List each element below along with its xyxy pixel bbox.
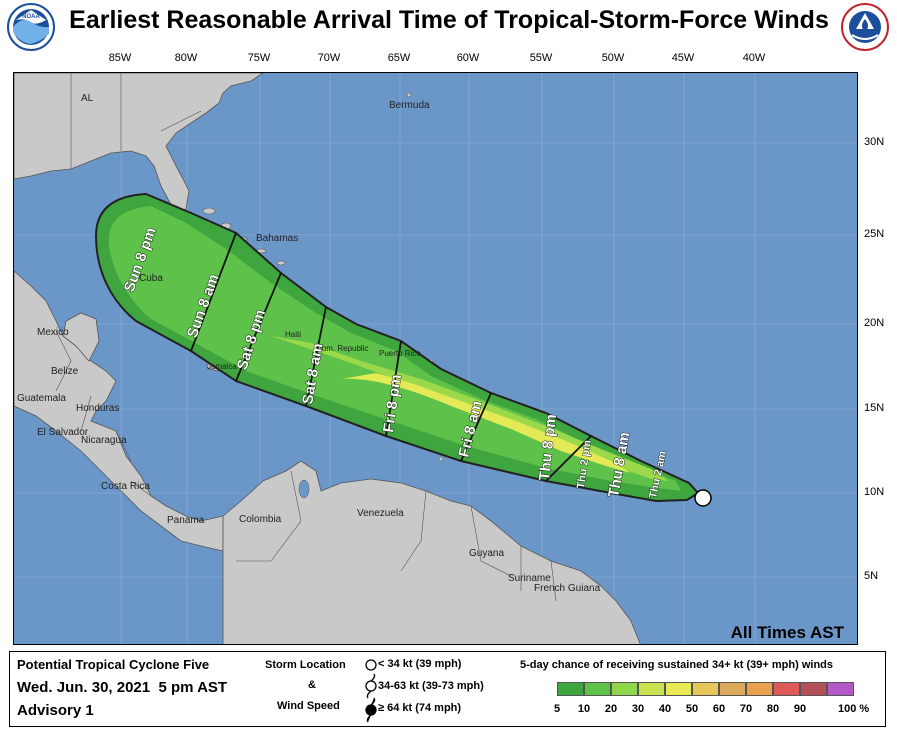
central-america-borders	[55, 330, 152, 497]
label-panama: Panama	[167, 515, 205, 526]
prob-tick-60: 60	[712, 703, 726, 715]
legend: Potential Tropical Cyclone Five Wed. Jun…	[9, 651, 886, 727]
lat-label-10n: 10N	[864, 486, 885, 498]
storm-location-marker	[694, 489, 712, 507]
prob-tick-100: 100 %	[838, 703, 870, 715]
prob-tick-30: 30	[631, 703, 645, 715]
label-bahamas: Bahamas	[256, 233, 298, 244]
lon-label-60w: 60W	[456, 52, 480, 64]
prob-tick-70: 70	[739, 703, 753, 715]
label-guatemala: Guatemala	[17, 393, 66, 404]
lon-label-55w: 55W	[529, 52, 553, 64]
label-el-salvador: El Salvador	[37, 427, 89, 438]
label-mexico: Mexico	[37, 327, 69, 338]
land-bermuda	[406, 92, 412, 98]
land-us-southeast	[14, 73, 264, 214]
lat-label-5n: 5N	[864, 570, 879, 582]
prob-tick-50: 50	[685, 703, 699, 715]
advisory-number: Advisory 1	[17, 702, 94, 719]
prob-tick-5: 5	[553, 703, 561, 715]
lat-label-25n: 25N	[864, 228, 885, 240]
noaa-logo: NOAA	[7, 3, 55, 51]
label-nicaragua: Nicaragua	[81, 435, 127, 446]
lon-label-50w: 50W	[601, 52, 625, 64]
prob-tick-40: 40	[658, 703, 672, 715]
issued-time: Wed. Jun. 30, 2021 5 pm AST	[17, 679, 228, 696]
swatch-60	[719, 682, 746, 696]
wind-speed-label: Wind Speed	[277, 700, 340, 712]
swatch-90	[800, 682, 827, 696]
swatch-40	[665, 682, 692, 696]
circle-icon	[365, 659, 377, 671]
swatch-30	[638, 682, 665, 696]
probability-title: 5-day chance of receiving sustained 34+ …	[520, 659, 833, 671]
lat-label-20n: 20N	[864, 317, 885, 329]
swatch-50	[692, 682, 719, 696]
label-french-guiana: French Guiana	[534, 583, 601, 594]
swatch-100	[827, 682, 854, 696]
lon-label-65w: 65W	[387, 52, 411, 64]
swatch-80	[773, 682, 800, 696]
svg-text:NOAA: NOAA	[22, 14, 40, 20]
map: AL Bermuda Bahamas Cuba Mexico Belize Gu…	[13, 72, 858, 645]
land-south-america	[222, 460, 641, 644]
wind-zone-core	[341, 373, 631, 473]
lon-label-85w: 85W	[108, 52, 132, 64]
swatch-5	[557, 682, 584, 696]
label-alabama: AL	[81, 93, 94, 104]
lon-label-80w: 80W	[174, 52, 198, 64]
label-cuba: Cuba	[139, 273, 163, 284]
label-puerto-rico: Puerto Rico	[379, 349, 421, 358]
lat-label-30n: 30N	[864, 136, 885, 148]
label-venezuela: Venezuela	[357, 508, 404, 519]
state-borders	[70, 73, 202, 169]
lon-label-70w: 70W	[317, 52, 341, 64]
arrival-time-lines	[190, 232, 592, 482]
lat-label-15n: 15N	[864, 402, 885, 414]
wind-class-1: < 34 kt (39 mph)	[378, 658, 462, 670]
label-costa-rica: Costa Rica	[101, 481, 150, 492]
label-suriname: Suriname	[508, 573, 551, 584]
lon-label-40w: 40W	[742, 52, 766, 64]
tropical-storm-icon	[365, 673, 377, 699]
times-note: All Times AST	[731, 623, 845, 642]
legend-ampersand: &	[308, 679, 316, 691]
label-honduras: Honduras	[76, 403, 119, 414]
label-colombia: Colombia	[239, 514, 282, 525]
label-belize: Belize	[51, 366, 79, 377]
prob-tick-20: 20	[604, 703, 618, 715]
wind-class-2: 34-63 kt (39-73 mph)	[378, 680, 484, 692]
hurricane-icon	[365, 697, 377, 723]
swatch-70	[746, 682, 773, 696]
country-borders	[236, 470, 557, 602]
storm-name: Potential Tropical Cyclone Five	[17, 657, 210, 672]
prob-tick-10: 10	[577, 703, 591, 715]
nws-logo	[841, 3, 889, 51]
swatch-10	[584, 682, 611, 696]
storm-location-label: Storm Location	[265, 659, 346, 671]
wind-class-icons	[365, 659, 377, 723]
page-title: Earliest Reasonable Arrival Time of Trop…	[69, 6, 829, 34]
swatch-20	[611, 682, 638, 696]
label-jamaica: Jamaica	[207, 362, 237, 371]
land-yucatan	[62, 312, 100, 362]
label-guyana: Guyana	[469, 548, 504, 559]
wind-zone-mid	[108, 206, 682, 491]
prob-tick-80: 80	[766, 703, 780, 715]
prob-tick-90: 90	[793, 703, 807, 715]
lake-maracaibo	[298, 479, 310, 499]
lon-label-75w: 75W	[247, 52, 271, 64]
header: NOAA Earliest Reasonable Arrival Time of…	[0, 0, 897, 72]
lon-label-45w: 45W	[671, 52, 695, 64]
wind-class-3: ≥ 64 kt (74 mph)	[378, 702, 462, 714]
label-haiti: Haiti	[285, 330, 301, 339]
label-bermuda: Bermuda	[389, 100, 430, 111]
label-dom-republic: Dom. Republic	[316, 344, 368, 353]
